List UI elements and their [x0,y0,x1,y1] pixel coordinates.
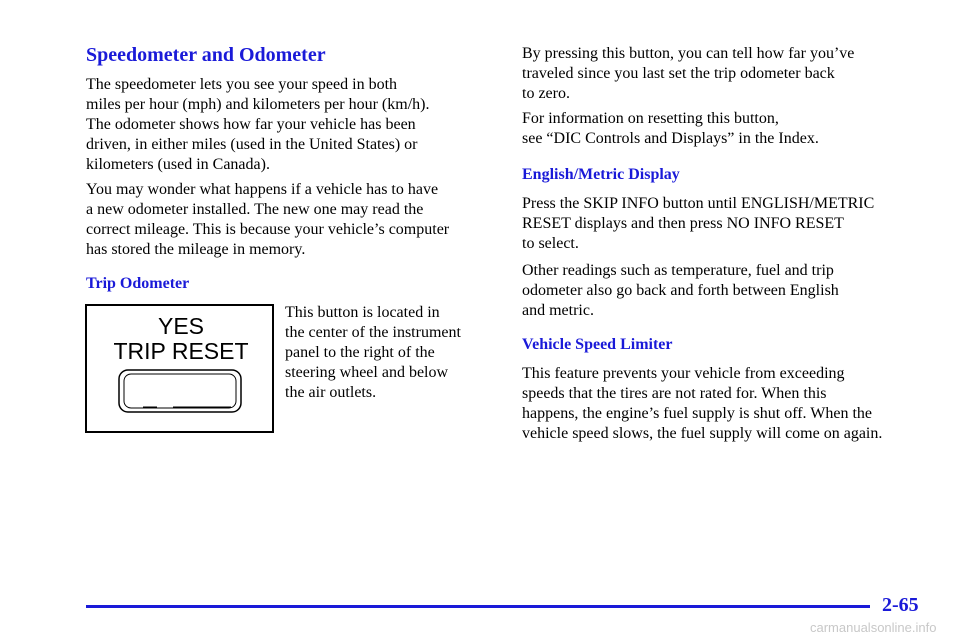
text-line: panel to the right of the [285,344,435,361]
text-line: the air outlets. [285,384,377,401]
text-line: kilometers (used in Canada). [86,156,270,173]
text-line: happens, the engine’s fuel supply is shu… [522,405,873,422]
page-number: 2-65 [882,594,919,616]
text-line: By pressing this button, you can tell ho… [522,45,855,62]
text-line: to zero. [522,85,570,102]
text-line: odometer also go back and forth between … [522,282,839,299]
trip-reset-button-figure: YES TRIP RESET [85,304,274,433]
text-line: to select. [522,235,579,252]
figure-frame [85,304,274,433]
text-line: see “DIC Controls and Displays” in the I… [522,130,819,147]
button-inner [123,373,237,409]
text-line: The speedometer lets you see your speed … [86,76,398,93]
text-line: Press the SKIP INFO button until ENGLISH… [522,195,875,212]
text-line: has stored the mileage in memory. [86,241,306,258]
text-line: This feature prevents your vehicle from … [522,365,845,382]
text-line: driven, in either miles (used in the Uni… [86,136,418,153]
text-line: This button is located in [285,304,440,321]
text-line: speeds that the tires are not rated for.… [522,385,827,402]
button-outline [118,369,242,413]
text-line: the center of the instrument [285,324,461,341]
section-title: Speedometer and Odometer [86,44,326,66]
watermark: carmanualsonline.info [810,620,937,635]
text-line: and metric. [522,302,594,319]
text-line: traveled since you last set the trip odo… [522,65,835,82]
text-line: Other readings such as temperature, fuel… [522,262,834,279]
figure-label: TRIP RESET [113,338,248,364]
text-line: miles per hour (mph) and kilometers per … [86,96,430,113]
text-line: steering wheel and below [285,364,449,381]
text-line: The odometer shows how far your vehicle … [86,116,416,133]
text-line: correct mileage. This is because your ve… [86,221,450,238]
text-line: vehicle speed slows, the fuel supply wil… [522,425,883,442]
subheading: Vehicle Speed Limiter [522,336,673,353]
text-line: RESET displays and then press NO INFO RE… [522,215,844,232]
text-line: You may wonder what happens if a vehicle… [86,181,439,198]
figure-label: YES [158,313,204,339]
subheading: English/Metric Display [522,166,680,183]
subheading: Trip Odometer [86,275,190,292]
text-line: For information on resetting this button… [522,110,779,127]
footer-rule [86,605,870,608]
text-line: a new odometer installed. The new one ma… [86,201,424,218]
